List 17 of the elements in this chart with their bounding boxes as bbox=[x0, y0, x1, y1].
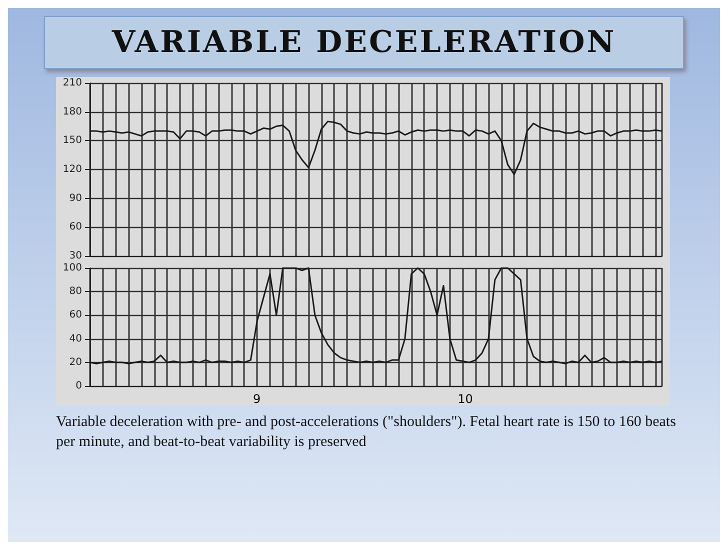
y-tick-label: 60 bbox=[69, 310, 82, 321]
y-tick-label: 80 bbox=[69, 286, 82, 298]
text: 9 bbox=[253, 392, 261, 406]
chart-title: VARIABLE DECELERATION bbox=[44, 16, 684, 69]
text: Variable deceleration with pre- and post-accelerations ("shoulders"). Fetal heart rate is 150 to 160 beats per minute, and beat-to-beat variability is preserved bbox=[56, 413, 677, 452]
y-tick-label: 210 bbox=[62, 78, 82, 88]
y-tick-label: 20 bbox=[69, 356, 82, 368]
y-tick-label: 100 bbox=[62, 262, 82, 274]
y-tick-label: 90 bbox=[69, 192, 82, 204]
y-tick-label: 30 bbox=[69, 250, 82, 262]
y-tick-label: 120 bbox=[62, 164, 82, 175]
y-tick-label: 150 bbox=[62, 135, 82, 146]
y-tick-label: 0 bbox=[76, 380, 82, 392]
y-tick-label: 40 bbox=[69, 333, 82, 344]
y-tick-label: 60 bbox=[69, 222, 82, 233]
y-tick-label: 180 bbox=[62, 106, 82, 118]
text: 10 bbox=[458, 392, 473, 406]
